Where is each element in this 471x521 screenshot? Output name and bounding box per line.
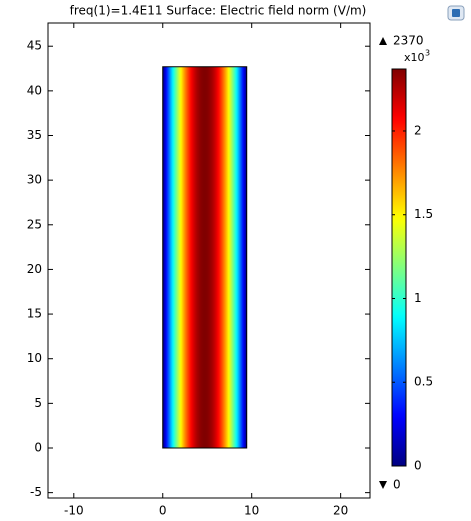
x-tick-label: -10 [64,504,84,518]
colorbar-tick-label: 0 [414,459,422,473]
x-tick-label: 10 [244,504,259,518]
colorbar-exponent: 3 [425,49,430,58]
x-tick-label: 0 [159,504,167,518]
min-label: 0 [393,478,401,492]
toolbar-icon[interactable] [447,5,465,21]
y-tick-label: 25 [27,217,42,231]
y-tick-label: 35 [27,128,42,142]
y-tick-label: 15 [27,307,42,321]
y-tick-label: 30 [27,173,42,187]
y-tick-label: 10 [27,351,42,365]
chart-title: freq(1)=1.4E11 Surface: Electric field n… [70,4,367,18]
colorbar-tick-label: 2 [414,123,422,137]
colorbar [391,68,407,467]
y-tick-label: 45 [27,39,42,53]
max-marker [379,37,387,45]
y-tick-label: 0 [34,441,42,455]
y-tick-label: -5 [30,485,42,499]
field-region [162,66,248,449]
colorbar-tick-label: 0.5 [414,375,433,389]
y-tick-label: 5 [34,396,42,410]
colorbar-tick-label: 1 [414,291,422,305]
y-tick-label: 20 [27,262,42,276]
min-marker [379,481,387,489]
colorbar-tick-label: 1.5 [414,207,433,221]
max-label: 2370 [393,34,424,48]
y-tick-label: 40 [27,83,42,97]
x-tick-label: 20 [333,504,348,518]
colorbar-multiplier: x10 [404,51,425,64]
